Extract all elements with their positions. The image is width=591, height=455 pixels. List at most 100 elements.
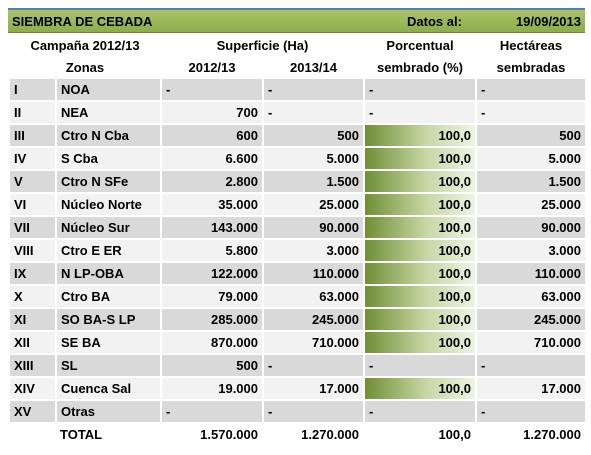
table-row: XI SO BA-S LP 285.000 245.000 100,0 245.000 xyxy=(8,307,587,332)
table-row: IV S Cba 6.600 5.000 100,0 5.000 xyxy=(8,146,587,171)
cell: 100,0 xyxy=(363,261,477,286)
row-label: Ctro E ER xyxy=(55,238,162,263)
total-cell: 1.270.000 xyxy=(262,422,365,447)
cell: 285.000 xyxy=(160,307,264,332)
table-body: Campaña 2012/13 Superficie (Ha) Porcentu… xyxy=(8,33,587,447)
cell: 100,0 xyxy=(363,146,477,171)
cell: 870.000 xyxy=(160,330,264,355)
cell: - xyxy=(262,353,365,378)
cell: 5.000 xyxy=(475,146,587,171)
cell: 100,0 xyxy=(363,330,477,355)
cell: 17.000 xyxy=(262,376,365,401)
cell: 710.000 xyxy=(262,330,365,355)
cell: 90.000 xyxy=(262,215,365,240)
row-label: X xyxy=(8,284,57,309)
cell: 100,0 xyxy=(363,284,477,309)
header-cell: 2013/14 xyxy=(262,55,365,79)
row-label: Ctro BA xyxy=(55,284,162,309)
row-label: IV xyxy=(8,146,57,171)
table-row: XIV Cuenca Sal 19.000 17.000 100,0 17.000 xyxy=(8,376,587,401)
table-row: I NOA - - - - xyxy=(8,77,587,102)
table-row: XII SE BA 870.000 710.000 100,0 710.000 xyxy=(8,330,587,355)
cell: - xyxy=(363,77,477,102)
cell: 90.000 xyxy=(475,215,587,240)
cell: 1.500 xyxy=(262,169,365,194)
header-cell: Superficie (Ha) xyxy=(160,33,365,57)
cell: - xyxy=(262,77,365,102)
header-row: Campaña 2012/13 Superficie (Ha) Porcentu… xyxy=(8,33,587,57)
total-cell: 100,0 xyxy=(363,422,477,447)
cell: 35.000 xyxy=(160,192,264,217)
header-cell: Campaña 2012/13 xyxy=(8,33,162,57)
row-label: IX xyxy=(8,261,57,286)
cell: 19.000 xyxy=(160,376,264,401)
cell: 710.000 xyxy=(475,330,587,355)
row-label: Cuenca Sal xyxy=(55,376,162,401)
row-label: V xyxy=(8,169,57,194)
sheet: SIEMBRA DE CEBADA Datos al: 19/09/2013 C… xyxy=(8,8,587,447)
header-cell: Zonas xyxy=(8,55,162,79)
row-label: SE BA xyxy=(55,330,162,355)
row-label: II xyxy=(8,100,57,125)
table-row: XV Otras - - - - xyxy=(8,399,587,424)
cell: 5.000 xyxy=(262,146,365,171)
title-bar: SIEMBRA DE CEBADA Datos al: 19/09/2013 xyxy=(8,8,585,33)
date-label: Datos al: xyxy=(407,13,462,29)
cell: - xyxy=(475,77,587,102)
row-label: NOA xyxy=(55,77,162,102)
cell: 600 xyxy=(160,123,264,148)
cell: 17.000 xyxy=(475,376,587,401)
cell: 100,0 xyxy=(363,307,477,332)
total-cell: 1.570.000 xyxy=(160,422,264,447)
table-row: III Ctro N Cba 600 500 100,0 500 xyxy=(8,123,587,148)
title: SIEMBRA DE CEBADA xyxy=(12,13,153,29)
row-label: SL xyxy=(55,353,162,378)
cell: 6.600 xyxy=(160,146,264,171)
table-row: X Ctro BA 79.000 63.000 100,0 63.000 xyxy=(8,284,587,309)
cell: 100,0 xyxy=(363,376,477,401)
cell: 100,0 xyxy=(363,192,477,217)
row-label: I xyxy=(8,77,57,102)
row-label: XI xyxy=(8,307,57,332)
date: 19/09/2013 xyxy=(515,13,581,29)
cell: 1.500 xyxy=(475,169,587,194)
table-row: II NEA 700- - - xyxy=(8,100,587,125)
cell: 3.000 xyxy=(262,238,365,263)
header-row: Zonas 2012/13 2013/14 sembrado (%) sembr… xyxy=(8,55,587,79)
cell: 122.000 xyxy=(160,261,264,286)
cell: - xyxy=(262,100,365,125)
cell: 500 xyxy=(160,353,264,378)
cell: 500 xyxy=(262,123,365,148)
cell: - xyxy=(475,399,587,424)
header-cell: sembradas xyxy=(475,55,587,79)
row-label: Núcleo Norte xyxy=(55,192,162,217)
row-label: XII xyxy=(8,330,57,355)
row-label: Otras xyxy=(55,399,162,424)
total-cell: 1.270.000 xyxy=(475,422,587,447)
row-label: VIII xyxy=(8,238,57,263)
cell: 2.800 xyxy=(160,169,264,194)
cell: 100,0 xyxy=(363,123,477,148)
cell: - xyxy=(475,100,587,125)
row-label: SO BA-S LP xyxy=(55,307,162,332)
row-label: Núcleo Sur xyxy=(55,215,162,240)
cell: 245.000 xyxy=(475,307,587,332)
row-label: N LP-OBA xyxy=(55,261,162,286)
row-label: Ctro N SFe xyxy=(55,169,162,194)
header-cell: Hectáreas xyxy=(475,33,587,57)
row-label: NEA xyxy=(55,100,162,125)
header-cell: Porcentual xyxy=(363,33,477,57)
header-cell: sembrado (%) xyxy=(363,55,477,79)
table-row: IX N LP-OBA 122.000 110.000 100,0 110.000 xyxy=(8,261,587,286)
cell: 100,0 xyxy=(363,169,477,194)
cell: 110.000 xyxy=(475,261,587,286)
row-label: Ctro N Cba xyxy=(55,123,162,148)
cell: 3.000 xyxy=(475,238,587,263)
cell: 245.000 xyxy=(262,307,365,332)
cell: - xyxy=(475,353,587,378)
table-row: XIII SL 500- - - xyxy=(8,353,587,378)
cell: - xyxy=(363,353,477,378)
header-cell: 2012/13 xyxy=(160,55,264,79)
cell: 500 xyxy=(475,123,587,148)
cell: - xyxy=(160,77,264,102)
